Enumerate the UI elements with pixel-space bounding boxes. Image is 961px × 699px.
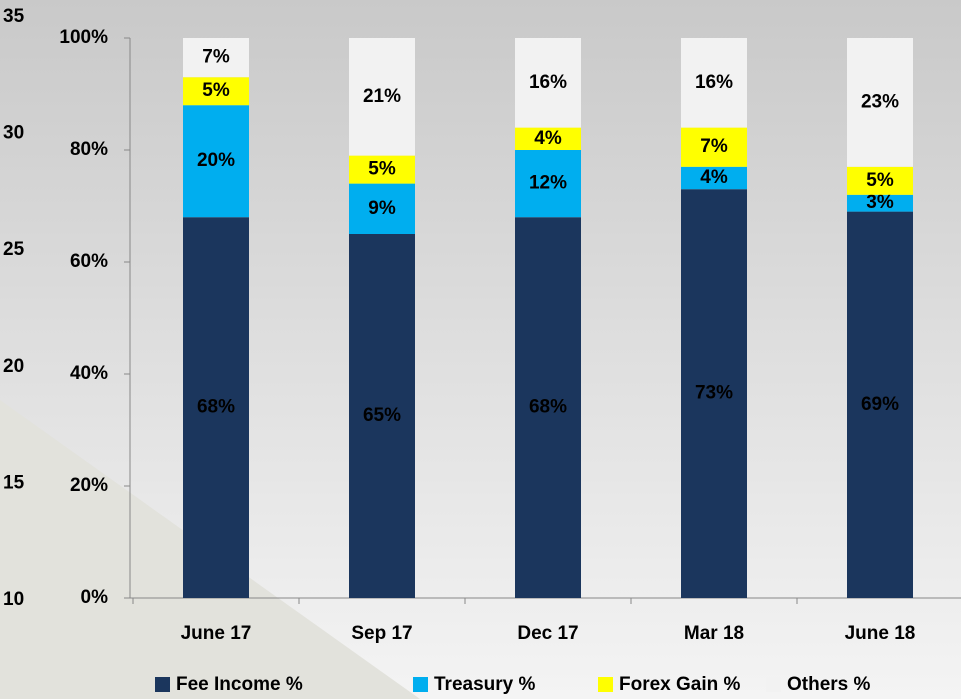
legend-label: Others % — [787, 674, 871, 695]
bar-segment — [847, 194, 913, 212]
x-tick-label: Mar 18 — [684, 623, 744, 644]
bar-segment — [681, 38, 747, 128]
data-label: 20% — [197, 150, 235, 171]
y2-tick-label: 30 — [3, 123, 24, 144]
y-tick-label: 0% — [81, 587, 109, 608]
bar-segment — [183, 105, 249, 218]
data-label: 69% — [861, 394, 899, 415]
y2-tick-label: 35 — [3, 6, 25, 27]
y2-tick-label: 10 — [3, 589, 24, 610]
legend-swatch — [766, 677, 781, 692]
bar-segment — [847, 211, 913, 598]
data-label: 3% — [866, 192, 894, 213]
bar-segment — [349, 155, 415, 184]
legend-swatch — [413, 677, 428, 692]
bar-segment — [349, 38, 415, 156]
data-label: 23% — [861, 91, 899, 112]
data-label: 5% — [202, 80, 230, 101]
legend-swatch — [598, 677, 613, 692]
data-label: 68% — [529, 397, 567, 418]
x-tick-label: June 17 — [181, 623, 252, 644]
y-tick-label: 80% — [70, 139, 108, 160]
x-tick-label: Dec 17 — [517, 623, 578, 644]
bar-segment — [183, 38, 249, 78]
y2-tick-label: 15 — [3, 472, 25, 493]
data-label: 73% — [695, 383, 733, 404]
data-label: 7% — [202, 47, 230, 68]
bar-segment — [183, 217, 249, 598]
data-label: 5% — [368, 159, 396, 180]
bar-segment — [515, 127, 581, 150]
bar-segment — [847, 166, 913, 195]
bar-segment — [349, 234, 415, 598]
legend-swatch — [155, 677, 170, 692]
data-label: 5% — [866, 170, 894, 191]
data-label: 68% — [197, 397, 235, 418]
legend-label: Fee Income % — [176, 674, 303, 695]
data-label: 16% — [695, 72, 733, 93]
data-label: 12% — [529, 173, 567, 194]
y2-tick-label: 25 — [3, 239, 25, 260]
y-tick-label: 20% — [70, 475, 108, 496]
bar-segment — [349, 183, 415, 234]
bar-segment — [681, 127, 747, 167]
data-label: 16% — [529, 72, 567, 93]
bar-segment — [515, 38, 581, 128]
data-label: 65% — [363, 405, 401, 426]
x-tick-label: Sep 17 — [351, 623, 412, 644]
data-label: 4% — [700, 167, 728, 188]
data-label: 4% — [534, 128, 562, 149]
bar-segment — [515, 217, 581, 598]
x-tick-label: June 18 — [845, 623, 916, 644]
y-tick-label: 100% — [59, 27, 108, 48]
data-label: 9% — [368, 198, 396, 219]
bar-segment — [681, 189, 747, 598]
bar-segment — [847, 38, 913, 167]
bar-segment — [681, 166, 747, 190]
y2-tick-label: 20 — [3, 356, 24, 377]
y-tick-label: 60% — [70, 251, 108, 272]
legend-label: Treasury % — [434, 674, 535, 695]
bar-segment — [515, 150, 581, 218]
y-tick-label: 40% — [70, 363, 108, 384]
data-label: 7% — [700, 136, 728, 157]
data-label: 21% — [363, 86, 401, 107]
legend-label: Forex Gain % — [619, 674, 741, 695]
bar-segment — [183, 77, 249, 106]
